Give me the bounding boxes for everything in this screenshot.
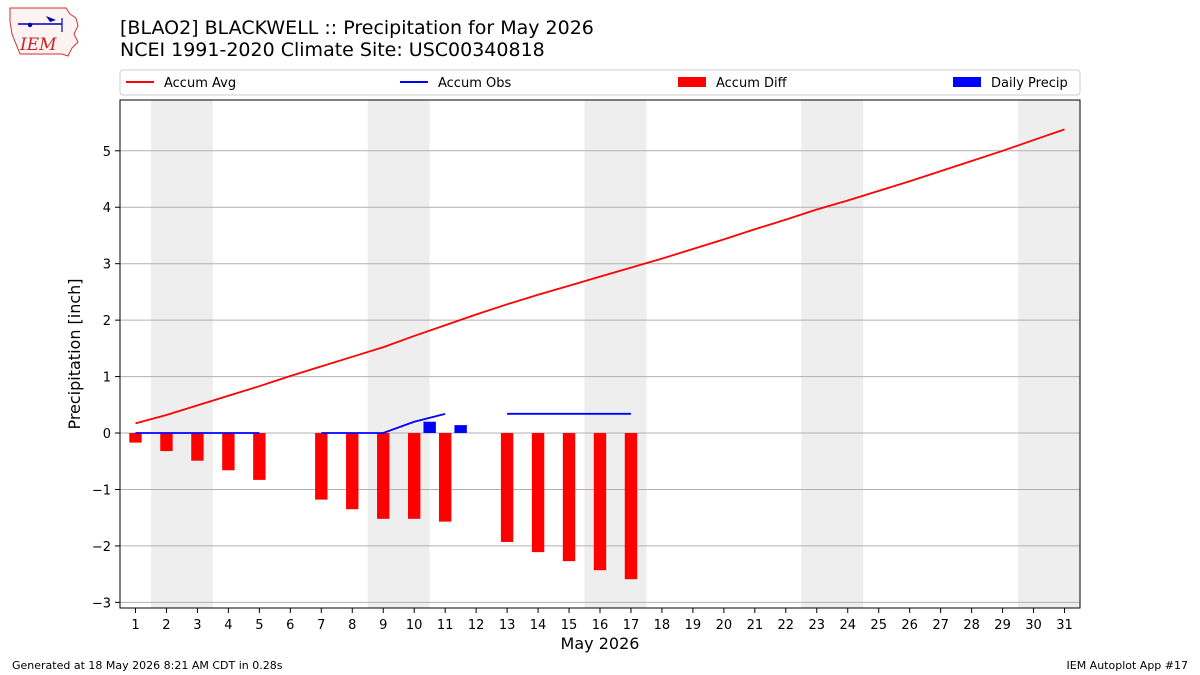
accum-diff-bar — [129, 433, 142, 443]
y-tick-label: 0 — [103, 427, 111, 442]
chart-subtitle: NCEI 1991-2020 Climate Site: USC00340818 — [120, 39, 545, 61]
x-tick-label: 21 — [747, 618, 764, 633]
accum-diff-bar — [315, 433, 328, 500]
logo-text: IEM — [19, 35, 57, 55]
x-tick-label: 18 — [654, 618, 671, 633]
x-tick-label: 17 — [623, 618, 640, 633]
accum-diff-bar — [191, 433, 204, 461]
x-tick-label: 3 — [193, 618, 201, 633]
y-tick-label: 1 — [103, 371, 111, 386]
x-axis-label: May 2026 — [561, 634, 640, 653]
x-tick-label: 25 — [870, 618, 887, 633]
y-tick-label: 5 — [103, 145, 111, 160]
x-tick-label: 13 — [499, 618, 516, 633]
x-tick-label: 12 — [468, 618, 485, 633]
x-tick-label: 26 — [901, 618, 918, 633]
y-tick-label: −2 — [92, 540, 111, 555]
x-tick-label: 27 — [932, 618, 949, 633]
lines — [135, 128, 1065, 434]
x-tick-label: 30 — [1025, 618, 1042, 633]
accum-diff-bar — [346, 433, 359, 510]
x-tick-label: 7 — [317, 618, 325, 633]
accum-diff-bar — [160, 433, 173, 452]
y-tick-label: −1 — [92, 483, 111, 498]
y-tick-label: 3 — [103, 258, 111, 273]
x-tick-label: 19 — [685, 618, 702, 633]
x-tick-label: 28 — [963, 618, 980, 633]
weekend-band — [801, 100, 864, 608]
x-tick-label: 6 — [286, 618, 294, 633]
legend-label-daily-precip: Daily Precip — [991, 76, 1068, 91]
plot-frame — [119, 99, 1081, 609]
legend: Accum Avg Accum Obs Accum Diff Daily Precip — [119, 69, 1081, 96]
legend-swatch-accum-diff — [678, 77, 706, 87]
x-tick-label: 4 — [224, 618, 232, 633]
x-tick-label: 22 — [778, 618, 795, 633]
accum-diff-bar — [624, 433, 638, 580]
daily-precip-bar — [423, 421, 436, 434]
accum-obs-line — [321, 412, 446, 434]
accum-diff-bar — [438, 433, 452, 522]
accum-diff-bar — [593, 433, 607, 571]
y-tick-label: 2 — [103, 314, 111, 329]
legend-box — [119, 69, 1081, 96]
accum-diff-bar — [562, 433, 576, 562]
x-tick-label: 29 — [994, 618, 1011, 633]
footer-app-text: IEM Autoplot App #17 — [1066, 659, 1189, 672]
x-tick-label: 23 — [809, 618, 826, 633]
accum-diff-bar — [531, 433, 545, 553]
weekend-band — [367, 100, 430, 608]
x-tick-label: 9 — [379, 618, 387, 633]
x-tick-label: 20 — [716, 618, 733, 633]
accum-diff-bar — [408, 433, 421, 519]
legend-label-accum-obs: Accum Obs — [438, 76, 511, 91]
weekend-band — [1018, 100, 1080, 608]
x-tick-label: 24 — [839, 618, 856, 633]
weekend-shading — [150, 100, 1080, 608]
iem-logo: IEM — [9, 7, 79, 57]
x-tick-label: 2 — [162, 618, 170, 633]
accum-diff-bar — [377, 433, 390, 519]
footer-generated-text: Generated at 18 May 2026 8:21 AM CDT in … — [12, 659, 283, 672]
y-axis-label: Precipitation [inch] — [65, 278, 84, 429]
x-tick-label: 10 — [406, 618, 423, 633]
x-tick-label: 15 — [561, 618, 578, 633]
accum-diff-bar — [222, 433, 235, 471]
gridlines — [120, 150, 1080, 603]
y-tick-label: 4 — [103, 201, 111, 216]
chart-title: [BLAO2] BLACKWELL :: Precipitation for M… — [120, 17, 594, 39]
accum-diff-bar — [500, 433, 514, 542]
x-tick-label: 1 — [131, 618, 139, 633]
x-tick-label: 8 — [348, 618, 356, 633]
bars — [129, 421, 638, 580]
x-tick-label: 16 — [592, 618, 609, 633]
legend-swatch-daily-precip — [953, 77, 981, 87]
legend-label-accum-diff: Accum Diff — [716, 76, 788, 91]
accum-diff-bar — [253, 433, 266, 480]
accum-avg-line — [135, 128, 1065, 425]
weekend-band — [150, 100, 213, 608]
weekend-band — [584, 100, 647, 608]
x-tick-label: 5 — [255, 618, 263, 633]
x-tick-label: 11 — [437, 618, 454, 633]
x-tick-label: 31 — [1056, 618, 1073, 633]
x-tick-label: 14 — [530, 618, 547, 633]
legend-label-accum-avg: Accum Avg — [164, 76, 236, 91]
y-tick-label: −3 — [92, 596, 111, 611]
daily-precip-bar — [454, 425, 467, 434]
